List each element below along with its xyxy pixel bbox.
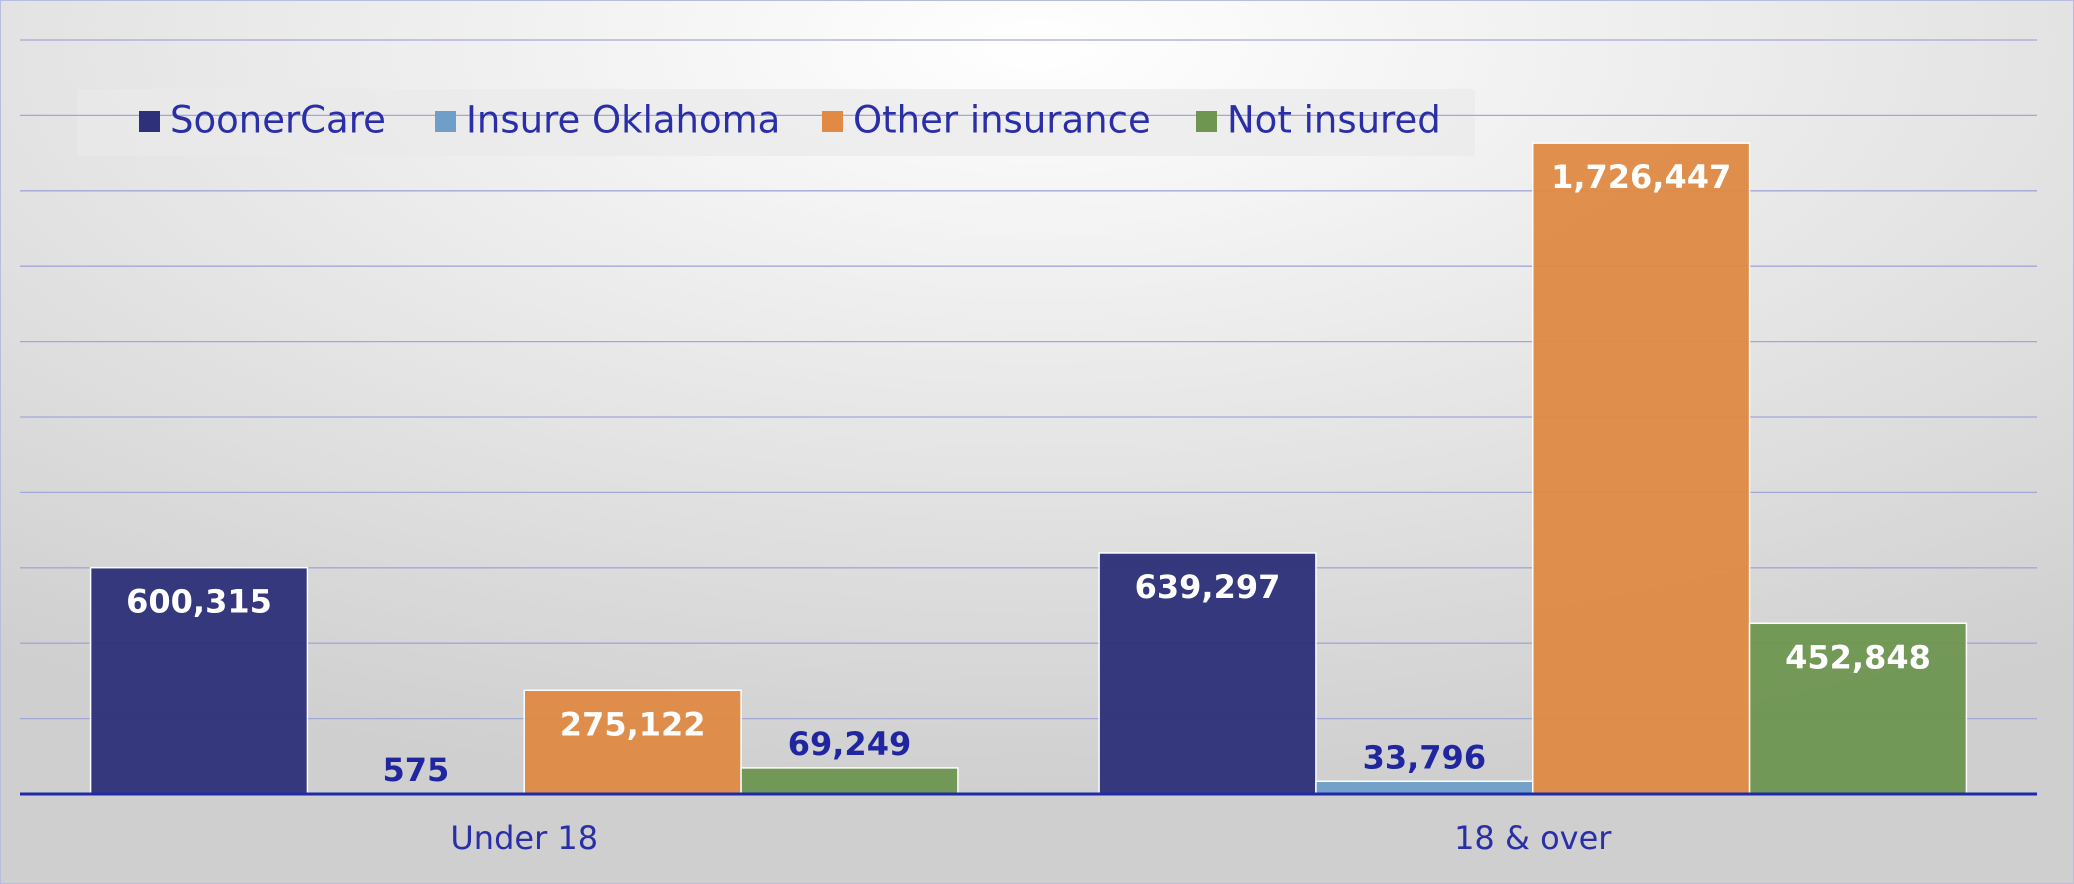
legend-label: SoonerCare: [170, 99, 386, 142]
legend-swatch: [139, 111, 160, 132]
x-tick-label: Under 18: [450, 819, 598, 857]
legend-swatch: [1196, 111, 1217, 132]
legend-box: [77, 89, 1475, 156]
x-tick-label: 18 & over: [1454, 819, 1612, 857]
bar: [1315, 780, 1534, 795]
bar: [740, 767, 959, 795]
data-label: 1,726,447: [1551, 158, 1731, 196]
data-label: 275,122: [560, 705, 706, 743]
data-label: 600,315: [126, 583, 272, 621]
data-label: 33,796: [1363, 738, 1486, 776]
data-label: 452,848: [1785, 638, 1931, 676]
legend-label: Other insurance: [853, 99, 1151, 142]
data-label: 575: [382, 751, 449, 789]
bar: [1748, 622, 1968, 795]
legend-label: Insure Oklahoma: [466, 99, 780, 142]
data-label: 639,297: [1135, 568, 1281, 606]
bar: [1098, 552, 1317, 795]
bar: [523, 689, 742, 795]
legend-swatch: [435, 111, 456, 132]
legend-swatch: [822, 111, 843, 132]
bar: [1532, 142, 1751, 795]
bar: [89, 566, 309, 795]
legend-label: Not insured: [1227, 99, 1441, 142]
data-label: 69,249: [788, 725, 911, 763]
